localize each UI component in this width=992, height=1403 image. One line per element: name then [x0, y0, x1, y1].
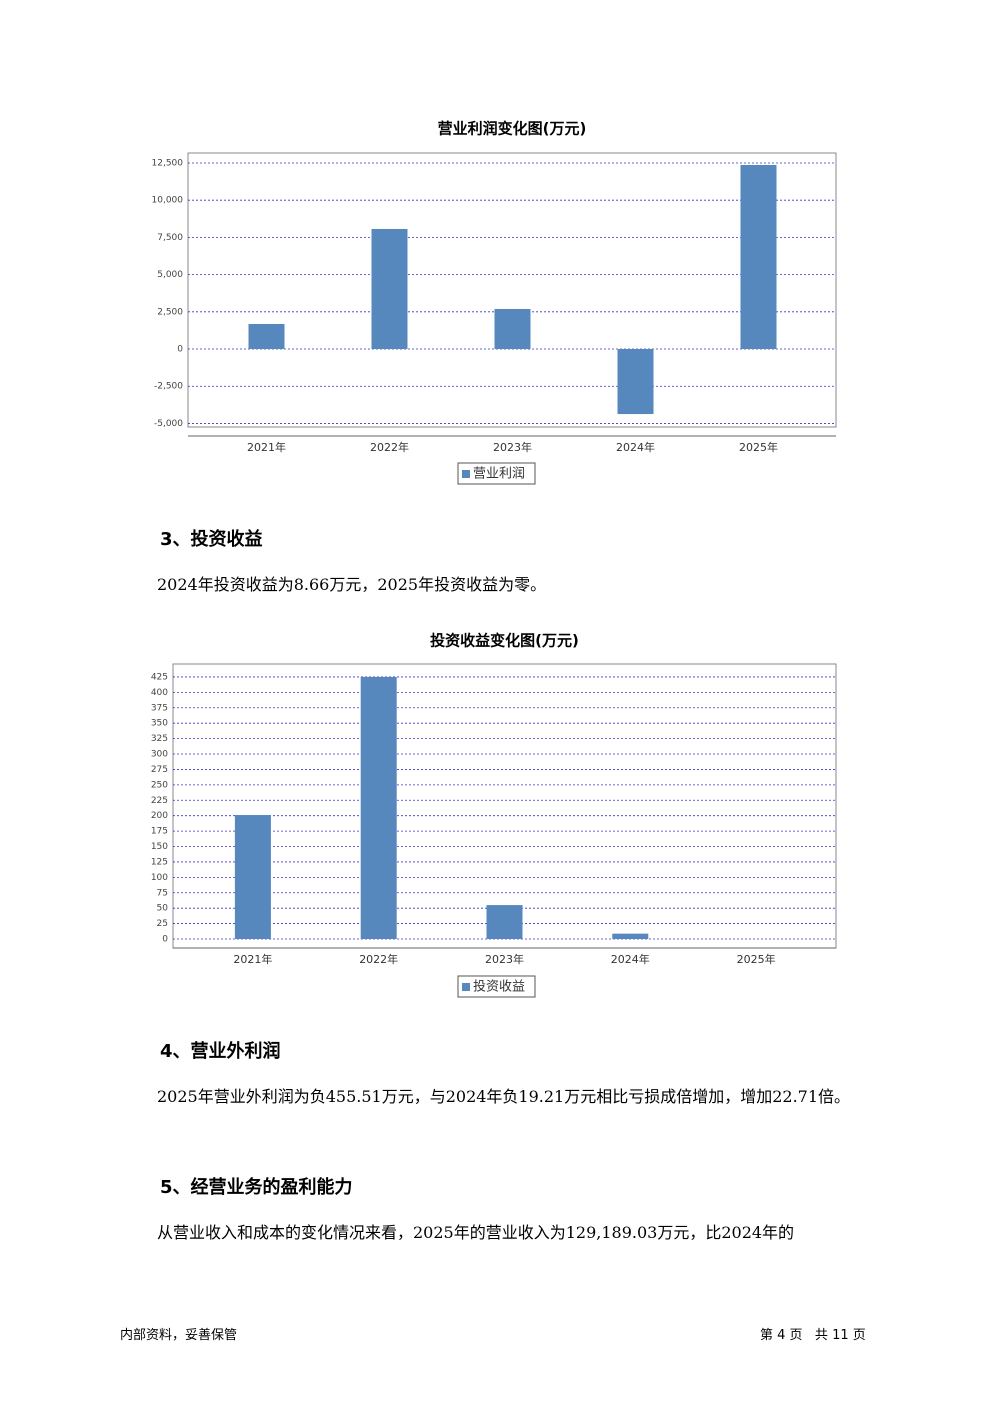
plot-frame	[187, 152, 837, 428]
y-tick-label: 375	[151, 703, 168, 713]
y-tick-label: 25	[157, 919, 168, 929]
x-tick-label: 2023年	[485, 952, 524, 966]
bar	[360, 676, 397, 939]
bar	[486, 905, 523, 939]
y-tick-label: 2,500	[157, 307, 183, 317]
y-tick-label: 400	[151, 688, 168, 698]
chart-title: 投资收益变化图(万元)	[430, 632, 579, 650]
footer-left: 内部资料，妥善保管	[120, 1328, 238, 1343]
legend-swatch	[462, 470, 470, 478]
y-tick-label: 175	[151, 827, 168, 837]
heading: 4、营业外利润	[160, 1041, 281, 1062]
y-tick-label: 50	[157, 904, 169, 914]
y-tick-label: 300	[151, 750, 168, 760]
x-tick-label: 2022年	[370, 440, 409, 454]
x-tick-label: 2021年	[247, 440, 286, 454]
x-tick-label: 2023年	[493, 440, 532, 454]
y-tick-label: 75	[157, 888, 168, 898]
heading: 5、经营业务的盈利能力	[160, 1177, 353, 1198]
bar	[494, 308, 531, 350]
x-tick-label: 2025年	[737, 952, 776, 966]
x-tick-label: 2024年	[616, 440, 655, 454]
y-tick-label: 150	[151, 842, 168, 852]
y-tick-label: 125	[151, 857, 168, 867]
y-tick-label: 225	[151, 796, 168, 806]
x-tick-label: 2022年	[359, 952, 398, 966]
bar	[740, 164, 777, 350]
x-tick-label: 2021年	[233, 952, 272, 966]
bar	[612, 933, 649, 939]
bar	[234, 815, 271, 939]
paragraph: 2025年营业外利润为负455.51万元，与2024年负19.21万元相比亏损成…	[157, 1087, 851, 1106]
x-tick-label: 2024年	[611, 952, 650, 966]
legend-box	[457, 975, 536, 998]
heading: 3、投资收益	[160, 529, 263, 550]
x-tick-label: 2025年	[739, 440, 778, 454]
legend-label: 投资收益	[473, 979, 525, 995]
y-tick-label: 275	[151, 765, 168, 775]
paragraph: 2024年投资收益为8.66万元，2025年投资收益为零。	[157, 575, 547, 594]
bar	[248, 324, 285, 350]
y-tick-label: 10,000	[152, 196, 184, 206]
y-tick-label: 100	[151, 873, 168, 883]
y-tick-label: 7,500	[157, 233, 183, 243]
bar	[371, 228, 408, 350]
y-tick-label: 325	[151, 734, 168, 744]
y-tick-label: 0	[177, 345, 183, 355]
footer-right: 第 4 页 共 11 页	[760, 1328, 866, 1343]
paragraph: 从营业收入和成本的变化情况来看，2025年的营业收入为129,189.03万元，…	[157, 1223, 795, 1242]
y-tick-label: 5,000	[157, 270, 183, 280]
legend-box	[457, 462, 536, 485]
bar	[617, 349, 654, 415]
y-tick-label: 350	[151, 719, 168, 729]
y-tick-label: -2,500	[154, 382, 183, 392]
y-tick-label: 0	[162, 934, 168, 944]
legend-swatch	[462, 983, 470, 991]
chart-title: 营业利润变化图(万元)	[438, 120, 587, 138]
y-tick-label: 200	[151, 811, 168, 821]
y-tick-label: -5,000	[154, 419, 183, 429]
y-tick-label: 12,500	[152, 158, 184, 168]
y-tick-label: 250	[151, 780, 168, 790]
legend-label: 营业利润	[473, 467, 525, 482]
y-tick-label: 425	[151, 672, 168, 682]
